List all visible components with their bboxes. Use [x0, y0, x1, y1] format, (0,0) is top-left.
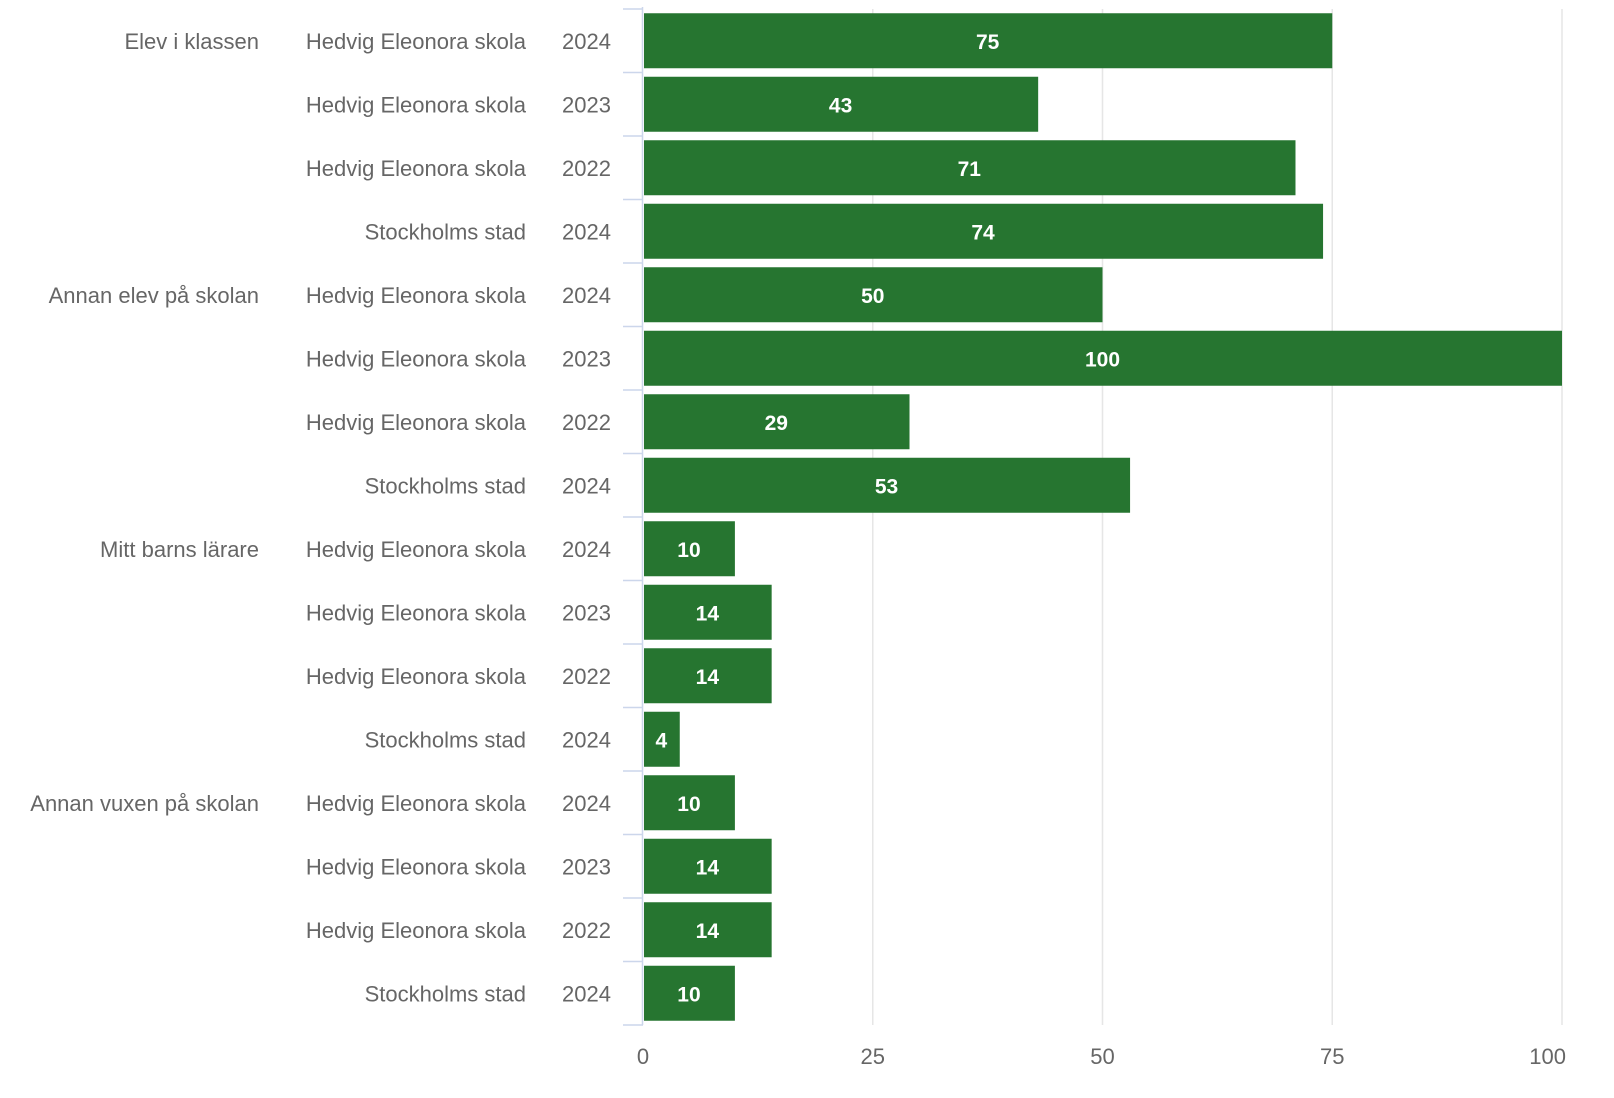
unit-label: Stockholms stad	[365, 981, 526, 1006]
data-label: 100	[1085, 348, 1120, 371]
unit-label: Hedvig Eleonora skola	[306, 410, 527, 435]
data-label: 74	[971, 221, 995, 244]
unit-label: Hedvig Eleonora skola	[306, 918, 527, 943]
bar	[644, 76, 1039, 132]
year-label: 2023	[562, 600, 611, 625]
unit-label: Hedvig Eleonora skola	[306, 537, 527, 562]
unit-label: Hedvig Eleonora skola	[306, 156, 527, 181]
data-label: 43	[829, 94, 852, 117]
bar	[644, 330, 1562, 386]
category-label: Elev i klassen	[124, 29, 259, 54]
x-tick-label: 0	[637, 1044, 649, 1069]
unit-label: Hedvig Eleonora skola	[306, 346, 527, 371]
category-label: Annan vuxen på skolan	[30, 791, 259, 816]
year-label: 2024	[562, 29, 611, 54]
year-label: 2022	[562, 410, 611, 435]
data-label: 29	[765, 412, 788, 435]
bars: 75 43 71 74 50 100 29 53 10 14 14 4 10 14 14 10	[644, 13, 1562, 1021]
x-tick-label: 50	[1090, 1044, 1114, 1069]
x-tick-label: 100	[1529, 1044, 1566, 1069]
unit-label: Hedvig Eleonora skola	[306, 791, 527, 816]
bar	[644, 584, 772, 640]
bar	[644, 902, 772, 958]
data-label: 10	[677, 983, 700, 1006]
year-label: 2023	[562, 854, 611, 879]
unit-label: Hedvig Eleonora skola	[306, 600, 527, 625]
bar	[644, 140, 1296, 196]
year-label: 2024	[562, 473, 611, 498]
year-label: 2024	[562, 283, 611, 308]
x-tick-label: 75	[1320, 1044, 1344, 1069]
bar	[644, 267, 1103, 323]
bar	[644, 13, 1333, 69]
year-label: 2023	[562, 92, 611, 117]
unit-label: Stockholms stad	[365, 219, 526, 244]
unit-label: Hedvig Eleonora skola	[306, 854, 527, 879]
data-label: 10	[677, 539, 700, 562]
bar	[644, 711, 680, 767]
data-label: 50	[861, 285, 884, 308]
year-label: 2024	[562, 791, 611, 816]
category-label: Mitt barns lärare	[100, 537, 259, 562]
data-label: 14	[696, 856, 720, 879]
bar	[644, 521, 735, 577]
category-label: Annan elev på skolan	[49, 283, 259, 308]
data-label: 14	[696, 602, 720, 625]
unit-label: Hedvig Eleonora skola	[306, 283, 527, 308]
bar	[644, 457, 1131, 513]
data-label: 75	[976, 31, 1000, 54]
bar	[644, 203, 1324, 259]
year-label: 2024	[562, 727, 611, 752]
bar	[644, 965, 735, 1021]
y-axis	[623, 7, 644, 1026]
data-label: 4	[656, 729, 668, 752]
bar-chart: 75 43 71 74 50 100 29 53 10 14 14 4 10 14 14 10 Elev i …	[30, 7, 1566, 1069]
year-label: 2024	[562, 537, 611, 562]
x-tick-label: 25	[861, 1044, 885, 1069]
data-label: 14	[696, 666, 720, 689]
year-label: 2024	[562, 219, 611, 244]
row-labels: Elev i klassen Hedvig Eleonora skola 2024 H…	[30, 29, 611, 1007]
unit-label: Hedvig Eleonora skola	[306, 92, 527, 117]
bar	[644, 648, 772, 704]
year-label: 2024	[562, 981, 611, 1006]
data-label: 53	[875, 475, 898, 498]
year-label: 2022	[562, 918, 611, 943]
unit-label: Stockholms stad	[365, 727, 526, 752]
data-label: 10	[677, 793, 700, 816]
data-label: 14	[696, 920, 720, 943]
year-label: 2022	[562, 156, 611, 181]
bar	[644, 838, 772, 894]
x-axis-ticks: 0 25 50 75 100	[637, 1044, 1566, 1069]
unit-label: Stockholms stad	[365, 473, 526, 498]
bar	[644, 394, 910, 450]
unit-label: Hedvig Eleonora skola	[306, 29, 527, 54]
year-label: 2022	[562, 664, 611, 689]
data-label: 71	[958, 158, 982, 181]
unit-label: Hedvig Eleonora skola	[306, 664, 527, 689]
bar	[644, 775, 735, 831]
year-label: 2023	[562, 346, 611, 371]
